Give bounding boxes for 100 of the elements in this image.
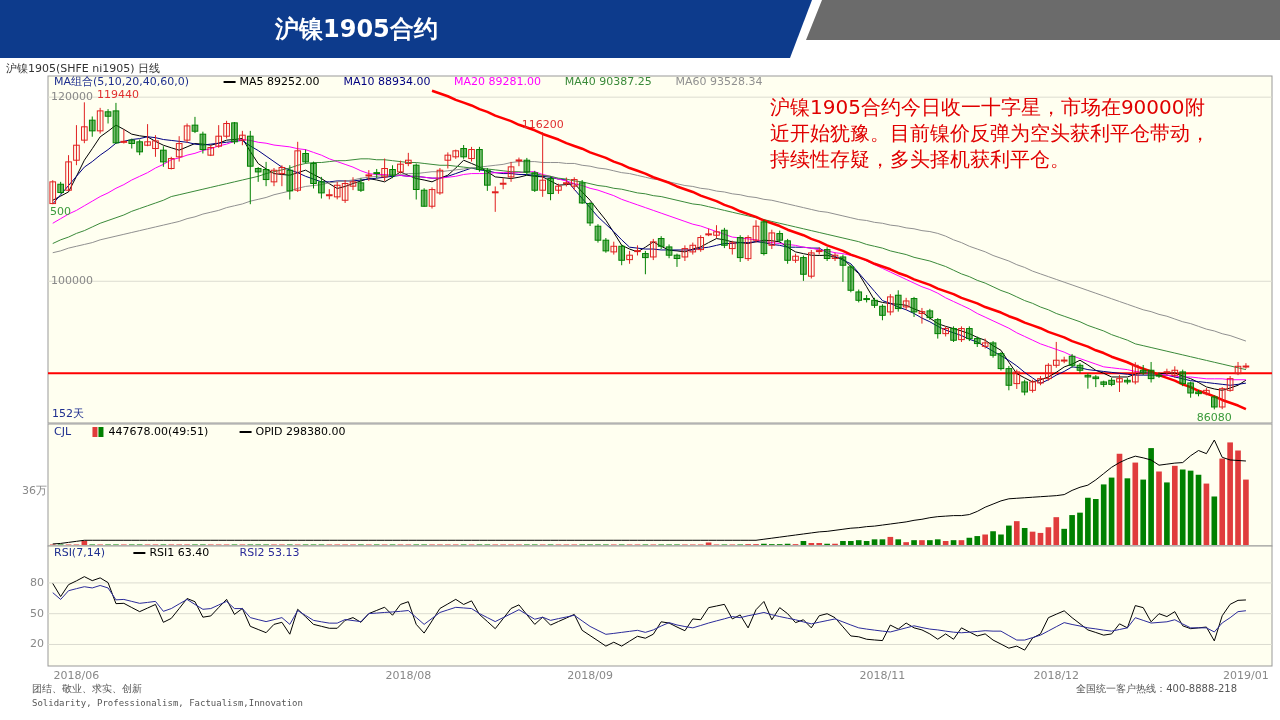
candlestick <box>966 325 973 342</box>
line-series <box>52 584 1247 641</box>
bar <box>1092 499 1099 545</box>
bar <box>927 540 933 545</box>
text: MA60 93528.34 <box>675 75 763 88</box>
candlestick <box>1131 361 1139 385</box>
candlestick <box>531 170 539 193</box>
candlestick <box>602 237 610 254</box>
legend-label: RSI1 63.40 <box>149 546 210 559</box>
candlestick <box>887 293 894 316</box>
candlestick <box>776 230 784 244</box>
candlestick <box>262 161 270 187</box>
candlestick <box>1092 374 1100 388</box>
x-tick-label: 2018/12 <box>1033 669 1080 682</box>
bar <box>1140 479 1147 545</box>
bar <box>1053 517 1060 545</box>
candlestick <box>318 176 325 200</box>
candlestick <box>1187 381 1194 399</box>
annotation: 119440 <box>97 88 139 102</box>
candlestick <box>381 158 388 182</box>
candlestick <box>808 249 815 279</box>
candlestick <box>839 254 847 283</box>
candlestick <box>1179 369 1187 387</box>
candlestick <box>594 223 602 244</box>
bar <box>879 539 886 545</box>
candlestick <box>183 122 191 144</box>
bar <box>863 541 870 545</box>
candlestick <box>507 161 515 183</box>
bar <box>1235 450 1241 545</box>
text: Solidarity, Professionalism, Factualism,Innovation <box>32 698 303 708</box>
bar <box>705 542 712 545</box>
candlestick <box>499 177 507 190</box>
legend-title: MA组合(5,10,20,40,60,0) <box>54 75 190 88</box>
annotation: 持续性存疑，多头择机获利平仓。 <box>770 147 1070 171</box>
bar <box>1243 479 1249 545</box>
candlestick <box>373 168 381 179</box>
candlestick <box>302 149 309 164</box>
bar <box>855 540 862 545</box>
candlestick <box>294 141 302 193</box>
candlestick <box>1211 394 1218 410</box>
candlestick <box>491 185 499 213</box>
candlestick <box>1005 365 1013 391</box>
candlestick <box>73 124 80 166</box>
bar <box>1219 458 1226 545</box>
candlestick <box>800 254 807 282</box>
bar <box>1013 521 1020 545</box>
text: MA10 88934.00 <box>343 75 431 88</box>
candlestick <box>199 131 207 154</box>
candlestick <box>973 335 981 348</box>
candlestick <box>586 201 594 227</box>
bar <box>1179 469 1186 545</box>
candlestick <box>420 187 428 208</box>
candlestick <box>547 175 554 201</box>
bar <box>848 541 854 545</box>
candlestick <box>863 294 870 303</box>
candlestick <box>357 177 365 193</box>
bar <box>895 539 902 545</box>
candlestick <box>231 121 238 145</box>
candlestick <box>879 303 886 321</box>
line-series <box>52 576 1247 651</box>
candlestick <box>910 296 918 318</box>
bar <box>974 536 981 545</box>
candlestick <box>657 235 665 250</box>
annotation: 152天 <box>52 407 84 420</box>
bar <box>934 539 941 545</box>
annotation: 116200 <box>521 118 564 132</box>
candlestick <box>515 157 523 167</box>
bar <box>1045 527 1052 545</box>
candlestick <box>934 317 942 340</box>
candlestick <box>128 138 136 150</box>
candlestick <box>484 167 491 192</box>
y-tick-label: 120000 <box>51 90 93 104</box>
bar <box>1085 497 1091 545</box>
y-tick-label: 80 <box>30 575 44 589</box>
x-tick-label: 2018/09 <box>567 669 613 682</box>
candlestick <box>784 238 791 265</box>
candlestick <box>1195 389 1202 397</box>
bar <box>1069 515 1075 545</box>
candlestick <box>476 146 483 173</box>
bar <box>1164 482 1170 545</box>
text: MA20 89281.00 <box>454 75 542 88</box>
candlestick <box>81 101 88 144</box>
candlestick <box>246 130 254 205</box>
bar <box>1132 462 1139 545</box>
candlestick <box>286 164 294 201</box>
legend-label: MA5 89252.00 <box>239 75 320 88</box>
candlestick <box>1147 361 1155 383</box>
candlestick <box>1139 364 1147 376</box>
bar <box>871 539 878 545</box>
candlestick <box>997 351 1005 372</box>
bar <box>919 540 925 545</box>
candlestick <box>523 157 531 176</box>
candlestick <box>902 297 910 311</box>
annotation: 86080 <box>1196 411 1232 425</box>
candlestick <box>578 179 586 205</box>
candlestick <box>950 325 957 343</box>
candlestick <box>618 243 625 266</box>
candlestick <box>389 164 396 179</box>
candlestick <box>57 181 64 195</box>
candlestick <box>104 108 112 124</box>
